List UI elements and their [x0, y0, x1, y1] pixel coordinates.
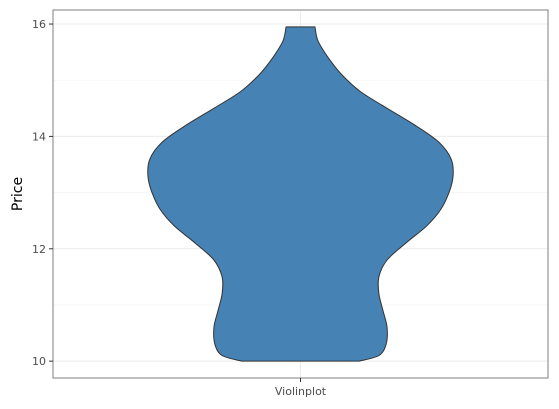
y-tick-label: 10 — [32, 355, 46, 368]
violin-shape — [147, 26, 454, 362]
x-axis-ticks: Violinplot — [275, 378, 327, 398]
y-tick-label: 12 — [32, 243, 46, 256]
y-axis-title: Price — [10, 177, 26, 211]
x-tick-label: Violinplot — [275, 385, 327, 398]
y-tick-label: 16 — [32, 18, 46, 31]
y-tick-label: 14 — [32, 130, 46, 143]
y-axis-ticks: 10 12 14 16 — [32, 18, 53, 368]
